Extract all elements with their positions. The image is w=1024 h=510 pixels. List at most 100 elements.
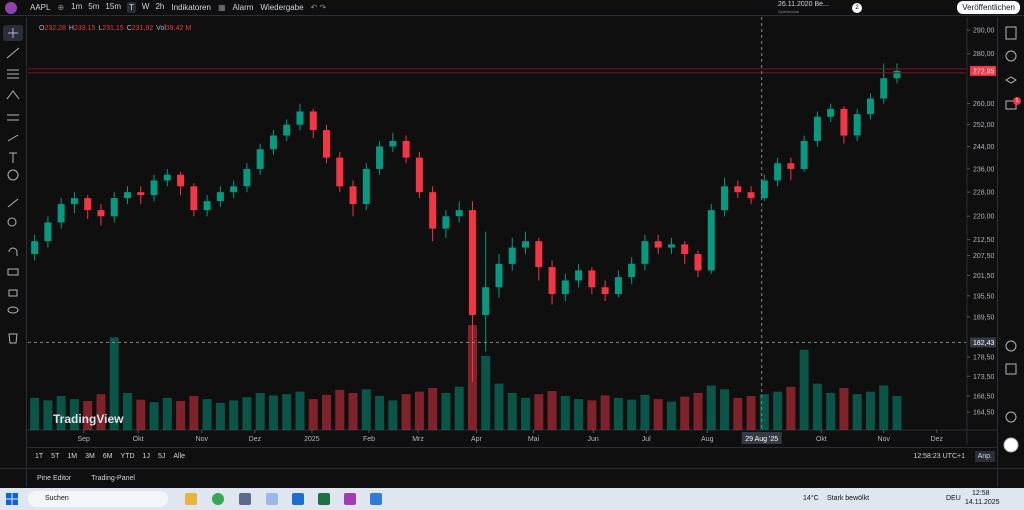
app-icon[interactable] [266, 493, 278, 505]
candle-body [747, 192, 755, 199]
candle-body [654, 241, 662, 248]
candle-body [84, 198, 92, 211]
range-button[interactable]: 5T [51, 453, 60, 460]
app-icon[interactable] [239, 493, 251, 505]
app-icon[interactable] [185, 493, 197, 505]
time: 12:58 [972, 490, 990, 497]
app-icon[interactable] [212, 493, 224, 505]
interval[interactable]: 15m [105, 2, 121, 11]
y-tick-label: 173,50 [973, 374, 995, 381]
range-button[interactable]: 1J [142, 453, 150, 460]
indicators[interactable]: Indikatoren [171, 3, 211, 12]
last-price-label: 272,95 [973, 68, 995, 75]
range-button[interactable]: 1M [67, 453, 78, 460]
publish-button[interactable]: Veröffentlichen [957, 1, 1020, 14]
volume-bar [613, 397, 623, 430]
candle-body [429, 192, 437, 229]
last-price-box [970, 65, 996, 76]
volume-bar [215, 402, 225, 430]
app-icon[interactable] [370, 493, 382, 505]
volume-bar [812, 383, 822, 430]
volume-bar [69, 399, 79, 430]
volume-bar [627, 399, 637, 430]
volume-bar [295, 391, 305, 430]
volume-bar [348, 392, 358, 430]
volume-bar [693, 392, 703, 430]
volume-bar [786, 386, 796, 430]
volume-bar [653, 399, 663, 430]
x-tick-label: Okt [133, 436, 144, 443]
volume-bar [375, 396, 385, 430]
interval[interactable]: T [126, 2, 136, 13]
volume-bar [308, 399, 318, 430]
y-tick-label: 212,50 [973, 237, 995, 244]
replay-date[interactable]: 26.11.2020 Be... Spielmodus [778, 1, 829, 15]
range-button[interactable]: 5J [157, 453, 166, 460]
y-tick-label: 290,00 [973, 28, 995, 35]
volume-bar [229, 400, 239, 430]
interval[interactable]: 2h [155, 2, 165, 11]
alert[interactable]: Alarm [232, 3, 254, 12]
volume-bar [759, 394, 769, 430]
x-tick-label: 2025 [304, 436, 320, 443]
range-button[interactable]: 1T [35, 453, 44, 460]
volume-bar [255, 392, 265, 430]
range-button[interactable]: YTD [120, 453, 135, 460]
x-tick-label: Dez [931, 436, 944, 443]
range-button[interactable]: Alle [173, 453, 186, 460]
volume-bar [56, 396, 66, 430]
add-symbol[interactable]: ⊕ [57, 3, 65, 12]
volume-bar [242, 397, 252, 430]
volume-bar [96, 394, 106, 430]
symbol[interactable]: AAPL [30, 3, 51, 12]
volume-bar [839, 388, 849, 430]
undo-redo[interactable]: ↶ ↷ [310, 3, 327, 12]
drawing-toolbar [0, 17, 27, 487]
chart: 290,00 280,00 260,00 252,00 244,00 236,00 228,… [27, 17, 997, 447]
candle-body [694, 254, 702, 271]
language: DEU [946, 495, 961, 502]
interval[interactable]: 1m [71, 2, 83, 11]
volume-bar [879, 385, 889, 430]
app-icon[interactable] [318, 493, 330, 505]
taskbar: Suchen 14°C Stark bewölkt DEU 12:58 14.1… [0, 488, 1024, 510]
tool-icons [3, 25, 23, 344]
replay[interactable]: Wiedergabe [260, 3, 304, 12]
panel-icons [1003, 26, 1019, 453]
x-tick-label: Nov [878, 436, 891, 443]
search[interactable]: Suchen [28, 491, 168, 507]
y-tick-label: 252,00 [973, 122, 995, 129]
volume-bar [335, 389, 345, 430]
y-tick-label: 195,50 [973, 293, 995, 300]
panel-tab[interactable]: Trading-Panel [91, 475, 135, 482]
candle-body [296, 111, 304, 125]
panel-tab[interactable]: Pine Editor [37, 475, 72, 482]
candle-body [707, 210, 715, 271]
replay-date-text: 26.11.2020 Be... [778, 1, 829, 8]
app-icon[interactable] [292, 493, 304, 505]
volume-bar [587, 400, 597, 430]
candle-body [376, 146, 384, 169]
candle-body [402, 140, 410, 158]
volume-bar [162, 397, 172, 430]
scale-mode[interactable]: Anp. [974, 451, 995, 462]
volume-bar [826, 392, 836, 430]
candle-body [283, 124, 291, 136]
start[interactable] [6, 493, 18, 505]
candle-body [893, 70, 901, 79]
app-icon[interactable] [344, 493, 356, 505]
interval[interactable]: W [141, 2, 150, 11]
range-button[interactable]: 6M [102, 453, 113, 460]
layouts[interactable]: ▦ [217, 3, 226, 12]
replay-mode: Spielmodus [778, 9, 799, 14]
candle-body [309, 111, 317, 131]
candle-body [853, 114, 861, 136]
volume-bar [401, 394, 411, 430]
candle-body [522, 241, 530, 248]
range-button[interactable]: 3M [85, 453, 95, 460]
y-tick-label: 178,50 [973, 355, 995, 362]
interval[interactable]: 5m [88, 2, 100, 11]
candle-body [203, 201, 211, 211]
candle-body [57, 204, 65, 223]
candle-body [97, 210, 105, 217]
